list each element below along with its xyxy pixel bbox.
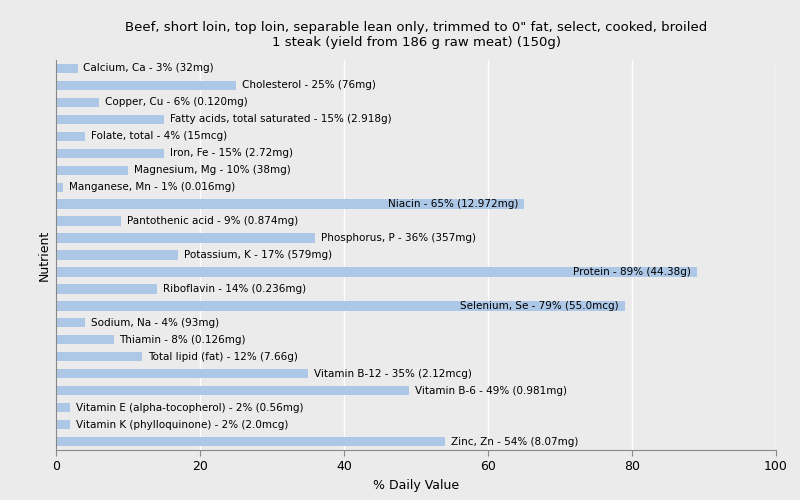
Bar xyxy=(56,64,78,73)
Bar xyxy=(56,403,70,412)
Text: Riboflavin - 14% (0.236mg): Riboflavin - 14% (0.236mg) xyxy=(162,284,306,294)
Bar xyxy=(56,318,85,328)
Bar xyxy=(56,284,157,294)
Text: Selenium, Se - 79% (55.0mcg): Selenium, Se - 79% (55.0mcg) xyxy=(461,301,619,311)
Text: Calcium, Ca - 3% (32mg): Calcium, Ca - 3% (32mg) xyxy=(83,64,214,74)
Text: Vitamin K (phylloquinone) - 2% (2.0mcg): Vitamin K (phylloquinone) - 2% (2.0mcg) xyxy=(76,420,289,430)
Text: Phosphorus, P - 36% (357mg): Phosphorus, P - 36% (357mg) xyxy=(321,233,476,243)
Title: Beef, short loin, top loin, separable lean only, trimmed to 0" fat, select, cook: Beef, short loin, top loin, separable le… xyxy=(125,21,707,49)
Text: Vitamin B-12 - 35% (2.12mcg): Vitamin B-12 - 35% (2.12mcg) xyxy=(314,368,472,378)
Bar xyxy=(56,200,524,209)
Bar xyxy=(56,420,70,429)
Bar xyxy=(56,182,63,192)
Text: Fatty acids, total saturated - 15% (2.918g): Fatty acids, total saturated - 15% (2.91… xyxy=(170,114,391,124)
Text: Cholesterol - 25% (76mg): Cholesterol - 25% (76mg) xyxy=(242,80,376,90)
Text: Magnesium, Mg - 10% (38mg): Magnesium, Mg - 10% (38mg) xyxy=(134,165,290,175)
Text: Niacin - 65% (12.972mg): Niacin - 65% (12.972mg) xyxy=(388,199,518,209)
Text: Total lipid (fat) - 12% (7.66g): Total lipid (fat) - 12% (7.66g) xyxy=(148,352,298,362)
Text: Copper, Cu - 6% (0.120mg): Copper, Cu - 6% (0.120mg) xyxy=(105,98,248,108)
Bar xyxy=(56,234,315,242)
Bar xyxy=(56,166,128,175)
Bar xyxy=(56,386,409,396)
Text: Vitamin E (alpha-tocopherol) - 2% (0.56mg): Vitamin E (alpha-tocopherol) - 2% (0.56m… xyxy=(76,402,304,412)
Bar xyxy=(56,268,697,276)
Text: Thiamin - 8% (0.126mg): Thiamin - 8% (0.126mg) xyxy=(119,335,246,345)
Text: Manganese, Mn - 1% (0.016mg): Manganese, Mn - 1% (0.016mg) xyxy=(69,182,235,192)
Bar xyxy=(56,369,308,378)
Bar xyxy=(56,98,99,107)
Text: Sodium, Na - 4% (93mg): Sodium, Na - 4% (93mg) xyxy=(90,318,218,328)
Text: Protein - 89% (44.38g): Protein - 89% (44.38g) xyxy=(573,267,691,277)
Bar xyxy=(56,81,236,90)
Bar xyxy=(56,352,142,362)
Text: Potassium, K - 17% (579mg): Potassium, K - 17% (579mg) xyxy=(184,250,332,260)
Y-axis label: Nutrient: Nutrient xyxy=(38,230,50,280)
Text: Iron, Fe - 15% (2.72mg): Iron, Fe - 15% (2.72mg) xyxy=(170,148,293,158)
Bar xyxy=(56,250,178,260)
Bar xyxy=(56,301,625,310)
Text: Zinc, Zn - 54% (8.07mg): Zinc, Zn - 54% (8.07mg) xyxy=(450,436,578,446)
Bar xyxy=(56,132,85,141)
Bar xyxy=(56,335,114,344)
Bar xyxy=(56,216,121,226)
Text: Folate, total - 4% (15mcg): Folate, total - 4% (15mcg) xyxy=(90,132,226,141)
Text: Vitamin B-6 - 49% (0.981mg): Vitamin B-6 - 49% (0.981mg) xyxy=(414,386,566,396)
Bar xyxy=(56,114,164,124)
Text: Pantothenic acid - 9% (0.874mg): Pantothenic acid - 9% (0.874mg) xyxy=(126,216,298,226)
Bar xyxy=(56,148,164,158)
X-axis label: % Daily Value: % Daily Value xyxy=(373,479,459,492)
Bar xyxy=(56,437,445,446)
